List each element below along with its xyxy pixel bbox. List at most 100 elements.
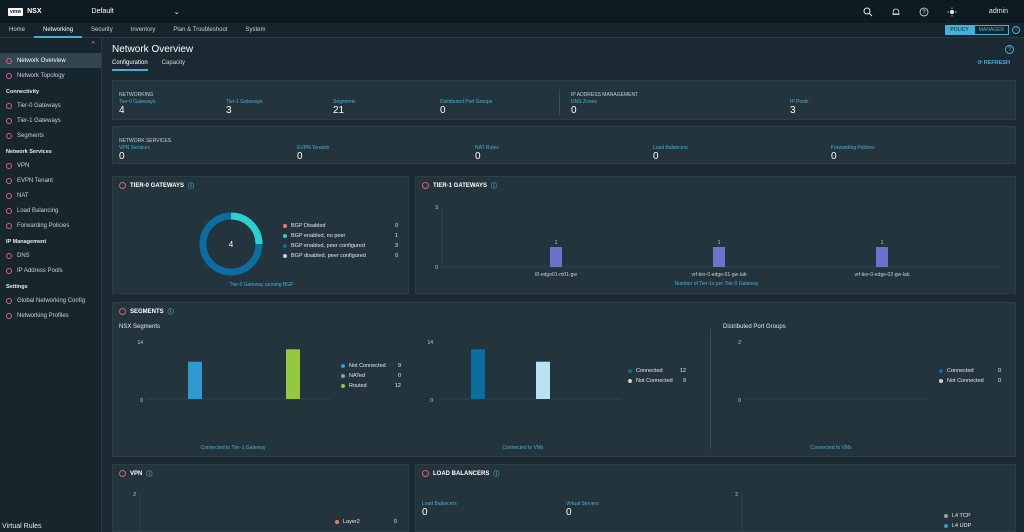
legend-dot [283, 224, 287, 228]
bell-icon[interactable] [891, 7, 901, 17]
stat-label[interactable]: NAT Rules [475, 145, 499, 151]
app-name: NSX [27, 8, 42, 15]
sidebar-item-label: Segments [17, 132, 45, 139]
vm-caption[interactable]: Connected to VMs [502, 445, 544, 451]
bar-segment[interactable] [286, 349, 300, 399]
x-tick-label: vrf-tier-0-edge-02-gw-lab [854, 272, 909, 278]
stat-label[interactable]: IP Pools [790, 99, 809, 105]
help-icon[interactable]: ? [919, 7, 929, 17]
sidebar-item-network-topology[interactable]: Network Topology [0, 68, 101, 83]
sidebar-item-segments[interactable]: Segments [0, 128, 101, 143]
sidebar-item-evpn[interactable]: EVPN Tenant [0, 173, 101, 188]
legend-label: Not Connected [636, 378, 673, 384]
legend-label: L4 UDP [952, 523, 972, 529]
sidebar-item-global-networking[interactable]: Global Networking Config [0, 293, 101, 308]
y-tick-max: 14 [137, 340, 143, 346]
legend-value: 12 [679, 368, 686, 374]
stat-label[interactable]: Forwarding Policies [831, 145, 875, 151]
tier0-caption[interactable]: Tier-0 Gateway running BGP [229, 282, 294, 288]
tab-capacity[interactable]: Capacity [161, 60, 186, 66]
tab-networking[interactable]: Networking [34, 23, 83, 38]
sidebar-item-tier1[interactable]: Tier-1 Gateways [0, 113, 101, 128]
bar-value-label: 1 [718, 240, 721, 246]
networking-summary-panel: NETWORKING Tier-0 Gateways 4 Tier-1 Gatew… [112, 80, 1016, 120]
info-icon[interactable]: ⓘ [146, 472, 153, 478]
chevron-down-icon: ⌄ [173, 8, 180, 16]
theme-sun-icon[interactable] [947, 7, 957, 17]
refresh-button[interactable]: ⟳ REFRESH [977, 60, 1010, 66]
help-icon[interactable]: ? [1005, 45, 1014, 54]
user-menu[interactable]: admin [988, 8, 1008, 15]
stat-label[interactable]: VPN Services [119, 145, 150, 151]
stat-label[interactable]: Load Balancers [422, 501, 457, 507]
tab-plan-troubleshoot[interactable]: Plan & Troubleshoot [173, 26, 228, 33]
sidebar-item-load-balancing[interactable]: Load Balancing [0, 203, 101, 218]
stat-label[interactable]: Virtual Servers [566, 501, 599, 507]
dpg-caption[interactable]: Connected to VMs [810, 445, 852, 451]
segments-icon [6, 132, 12, 139]
info-icon[interactable]: ⓘ [491, 184, 498, 190]
legend-value: 1 [394, 233, 398, 239]
collapse-sidebar-icon[interactable]: « [91, 40, 95, 46]
stat-virtual-servers: Virtual Servers 0 [566, 501, 599, 518]
sidebar-item-nat[interactable]: NAT [0, 188, 101, 203]
tab-home[interactable]: Home [9, 26, 26, 33]
nsx-caption[interactable]: Connected to Tier-1 Gateway [200, 445, 266, 451]
y-tick-min: 0 [738, 398, 741, 404]
manager-mode-button[interactable]: MANAGER [973, 25, 1009, 35]
stat-label[interactable]: Tier-0 Gateways [119, 99, 156, 105]
tab-system[interactable]: System [245, 26, 266, 33]
environment-selector[interactable]: Default ⌄ [92, 8, 180, 16]
sidebar-item-label: Network Overview [17, 57, 66, 64]
stat-label[interactable]: Distributed Port Groups [440, 99, 493, 105]
bar-tier1[interactable] [876, 247, 888, 267]
legend-value: 0 [997, 378, 1001, 384]
info-icon[interactable]: ⓘ [188, 184, 195, 190]
stat-value: 3 [226, 105, 232, 116]
stat-value: 3 [790, 105, 796, 116]
tab-inventory[interactable]: Inventory [130, 26, 156, 33]
legend-item: Connected 12 [628, 366, 686, 376]
legend-label: Not Connected [947, 378, 984, 384]
sidebar-item-label: DNS [17, 252, 30, 259]
bar-segment[interactable] [536, 361, 550, 399]
bar-segment[interactable] [188, 361, 202, 399]
stat-label[interactable]: Tier-1 Gateways [226, 99, 263, 105]
stat-label[interactable]: Load Balancers [653, 145, 688, 151]
legend-label: Not Connected [349, 363, 386, 369]
sidebar-item-networking-profiles[interactable]: Networking Profiles [0, 308, 101, 323]
vpn-icon [119, 470, 126, 477]
vmware-logo: vmw [8, 7, 24, 16]
sidebar-item-label: IP Address Pools [17, 267, 63, 274]
stat-value: 0 [653, 151, 659, 162]
stat-label[interactable]: DNS Zones [571, 99, 597, 105]
sidebar-item-ip-pools[interactable]: IP Address Pools [0, 263, 101, 278]
stat-label[interactable]: Segments [333, 99, 356, 105]
sidebar-item-vpn[interactable]: VPN [0, 158, 101, 173]
stat-value: 0 [119, 151, 125, 162]
info-icon[interactable]: ⓘ [493, 472, 500, 478]
bar-segment[interactable] [471, 349, 485, 399]
legend-label: BGP enabled, peer configured [291, 243, 365, 249]
legend-dot [628, 379, 632, 383]
stat-label[interactable]: EVPN Tenants [297, 145, 330, 151]
sidebar-item-forwarding-policies[interactable]: Forwarding Policies [0, 218, 101, 233]
sidebar-item-network-overview[interactable]: Network Overview [0, 53, 101, 68]
tier1-caption[interactable]: Number of Tier-1s per Tier-0 Gateway [674, 281, 759, 287]
dpg-legend: Connected 0 Not Connected 0 [939, 366, 1001, 386]
tab-security[interactable]: Security [91, 26, 113, 33]
tab-configuration[interactable]: Configuration [112, 60, 148, 71]
sidebar-section-network-services: Network Services [6, 149, 52, 155]
donut-segment-no-peer[interactable] [230, 212, 263, 245]
info-icon[interactable]: i [1012, 26, 1020, 34]
sidebar-item-dns[interactable]: DNS [0, 248, 101, 263]
search-icon[interactable] [863, 7, 873, 17]
bar-tier1[interactable] [550, 247, 562, 267]
info-icon[interactable]: ⓘ [167, 310, 174, 316]
load-balancing-icon [6, 207, 12, 214]
policy-mode-button[interactable]: POLICY [945, 25, 974, 35]
sidebar-item-tier0[interactable]: Tier-0 Gateways [0, 98, 101, 113]
sidebar: « Network Overview Network Topology Conn… [0, 38, 102, 532]
bar-tier1[interactable] [713, 247, 725, 267]
brand[interactable]: vmw NSX [8, 7, 42, 16]
